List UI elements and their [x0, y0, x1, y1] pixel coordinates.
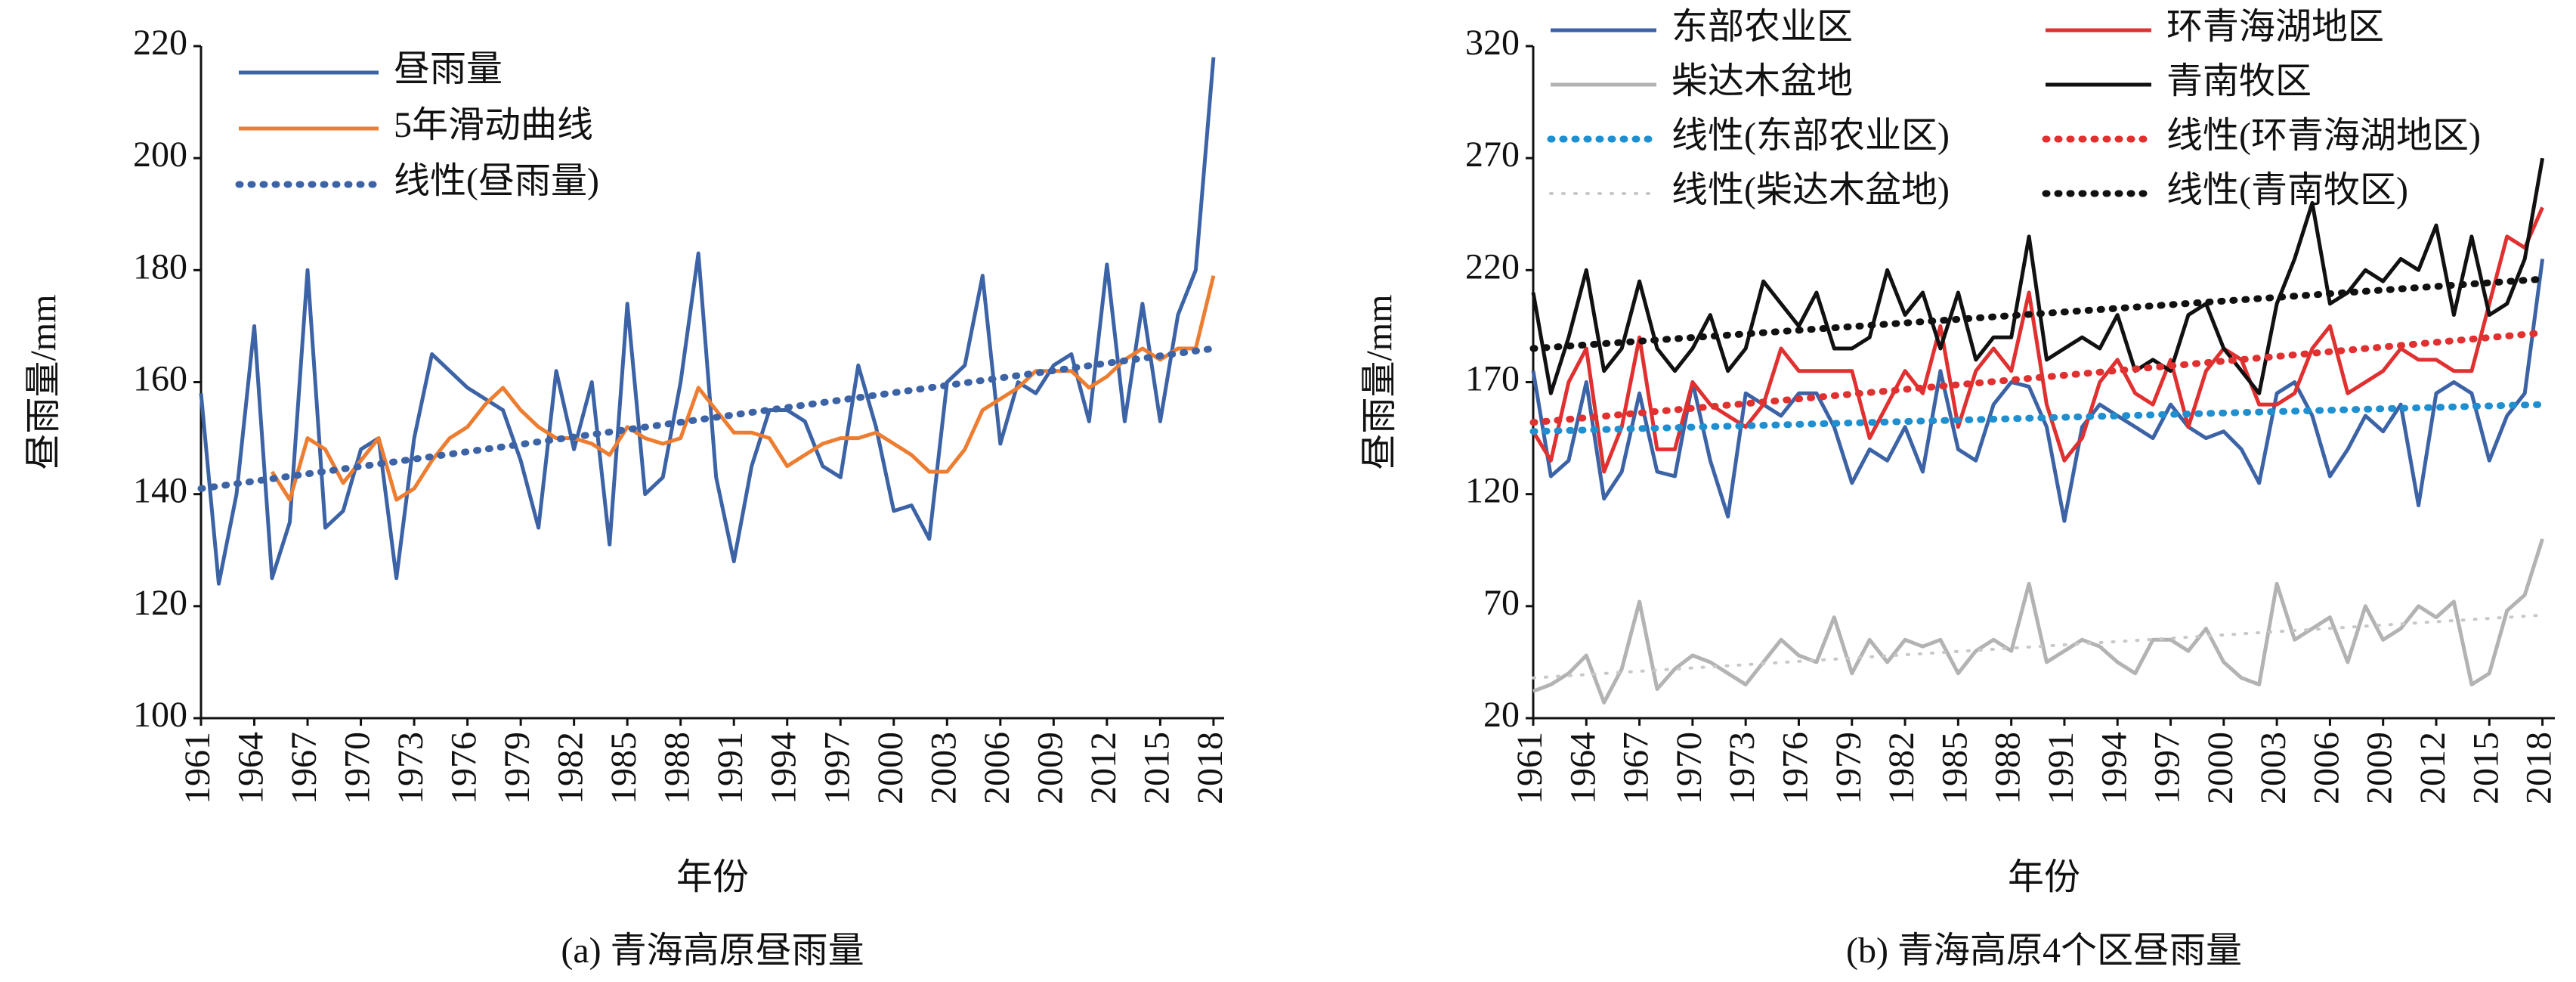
caption: (b) 青海高原4个区昼雨量 — [1846, 931, 2242, 971]
x-tick-label: 1973 — [1722, 732, 1762, 804]
x-axis-label: 年份 — [676, 857, 749, 897]
x-tick-label: 1994 — [2094, 732, 2134, 804]
x-tick-label: 1991 — [710, 732, 750, 804]
x-tick-label: 1982 — [551, 732, 591, 804]
series-line — [197, 345, 1217, 492]
legend-label: 线性(柴达木盆地) — [1671, 170, 1950, 210]
y-tick-label: 180 — [133, 246, 187, 287]
series-line — [1529, 329, 2547, 426]
y-tick-label: 100 — [133, 695, 187, 735]
y-tick-label: 70 — [1483, 583, 1520, 623]
x-tick-label: 1982 — [1882, 732, 1922, 804]
x-tick-label: 1991 — [2041, 732, 2081, 804]
x-tick-label: 2018 — [1190, 732, 1230, 804]
x-tick-label: 1997 — [2148, 732, 2188, 804]
x-tick-label: 1964 — [231, 732, 271, 804]
y-tick-label: 320 — [1465, 23, 1520, 63]
x-tick-label: 1985 — [604, 732, 644, 804]
y-tick-label: 270 — [1465, 135, 1520, 175]
series-line — [1529, 275, 2547, 352]
x-tick-label: 1985 — [1934, 732, 1975, 804]
y-tick-label: 220 — [133, 23, 187, 63]
legend-label: 东部农业区 — [1671, 7, 1853, 47]
y-tick-label: 120 — [1465, 471, 1520, 511]
y-tick-label: 170 — [1465, 359, 1520, 399]
x-tick-label: 1976 — [444, 732, 484, 804]
x-tick-label: 2015 — [1136, 732, 1177, 804]
x-tick-label: 1961 — [1510, 732, 1550, 804]
x-tick-label: 2012 — [2413, 732, 2453, 804]
x-tick-label: 2009 — [1030, 732, 1070, 804]
legend-label: 5年滑动曲线 — [394, 105, 593, 145]
y-tick-label: 200 — [133, 135, 187, 175]
x-tick-label: 2003 — [923, 732, 963, 804]
series-line — [270, 275, 1216, 502]
x-tick-label: 1979 — [497, 732, 537, 804]
y-tick-label: 20 — [1483, 695, 1520, 735]
caption: (a) 青海高原昼雨量 — [561, 931, 864, 971]
legend-label: 线性(环青海湖地区) — [2166, 116, 2481, 156]
series-line — [1529, 401, 2547, 435]
x-tick-label: 1994 — [764, 732, 804, 804]
x-tick-label: 2006 — [977, 732, 1017, 804]
legend-label: 昼雨量 — [394, 49, 503, 89]
x-tick-label: 2000 — [2200, 732, 2240, 804]
axis-line — [199, 46, 1224, 720]
x-tick-label: 1979 — [1829, 732, 1869, 804]
y-axis-label: 昼雨量/mm — [1359, 294, 1399, 469]
x-tick-label: 2009 — [2360, 732, 2400, 804]
series-line — [1531, 259, 2545, 523]
x-tick-label: 1961 — [178, 732, 218, 804]
x-axis-label: 年份 — [2008, 857, 2080, 897]
x-tick-label: 1964 — [1563, 732, 1603, 804]
x-tick-label: 1988 — [1988, 732, 2028, 804]
legend-label: 线性(昼雨量) — [394, 161, 599, 201]
x-tick-label: 1970 — [338, 732, 378, 804]
y-tick-label: 140 — [133, 471, 187, 511]
series-line — [1531, 157, 2545, 395]
x-tick-label: 1973 — [391, 732, 431, 804]
x-tick-label: 1967 — [1616, 732, 1656, 804]
x-tick-label: 1997 — [817, 732, 857, 804]
x-tick-label: 2006 — [2306, 732, 2346, 804]
series-line — [1532, 538, 2544, 705]
y-tick-label: 220 — [1465, 246, 1520, 287]
x-tick-label: 2000 — [871, 732, 911, 804]
series-line — [1532, 613, 2544, 680]
series-line — [199, 57, 1216, 586]
x-tick-label: 1970 — [1669, 732, 1709, 804]
legend-label: 青南牧区 — [2166, 61, 2312, 101]
x-tick-label: 2012 — [1084, 732, 1124, 804]
x-tick-label: 2018 — [2519, 732, 2559, 804]
x-tick-label: 2003 — [2253, 732, 2293, 804]
x-tick-label: 1976 — [1775, 732, 1815, 804]
x-tick-label: 2015 — [2466, 732, 2506, 804]
x-tick-label: 1988 — [657, 732, 697, 804]
y-axis-label: 昼雨量/mm — [23, 294, 63, 469]
legend-label: 线性(青南牧区) — [2166, 170, 2408, 210]
series-line — [1531, 206, 2544, 474]
legend-label: 柴达木盆地 — [1671, 61, 1853, 101]
y-tick-label: 160 — [133, 359, 187, 399]
y-tick-label: 120 — [133, 583, 187, 623]
legend-label: 环青海湖地区 — [2166, 7, 2384, 47]
legend-label: 线性(东部农业区) — [1671, 116, 1950, 156]
x-tick-label: 1967 — [284, 732, 324, 804]
